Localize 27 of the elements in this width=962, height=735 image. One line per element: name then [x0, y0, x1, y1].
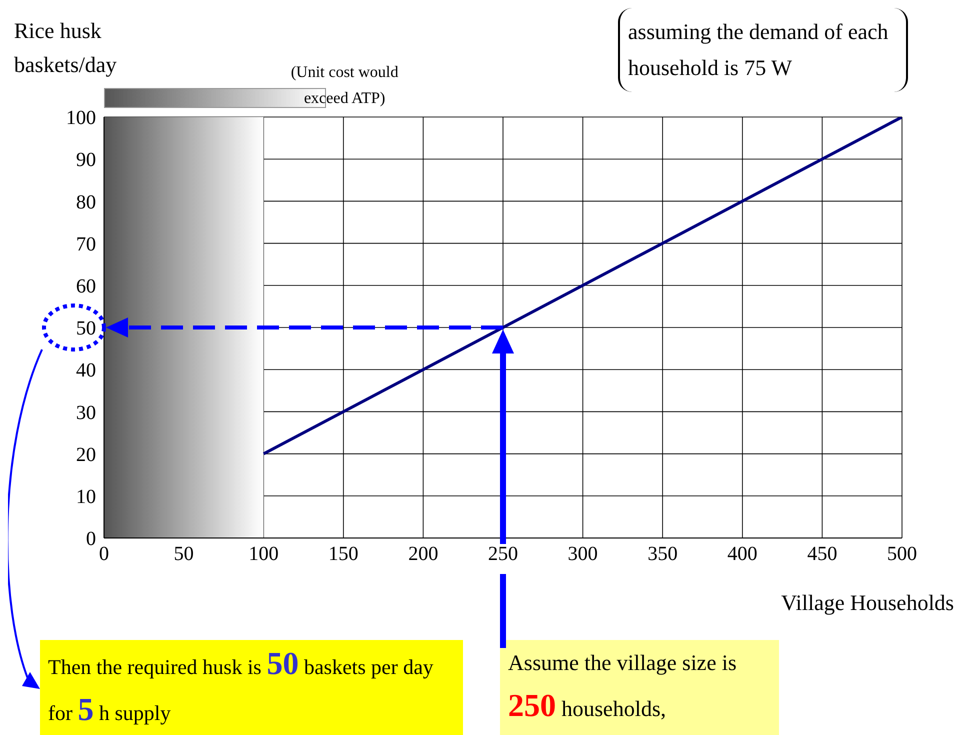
y-axis-title: Rice husk baskets/day	[14, 17, 118, 79]
y-tick-label: 0	[86, 528, 96, 550]
x-tick-label: 300	[568, 543, 598, 566]
x-tick-label: 250	[488, 543, 518, 566]
text: Assume the village size is 250 households,	[508, 650, 737, 723]
x-tick-label: 50	[174, 543, 194, 566]
bracket-outline: assuming the demand of each household is 75 W	[618, 8, 908, 92]
y-tick-label: 60	[76, 276, 96, 298]
x-axis-title: Village Households	[781, 590, 954, 616]
x-tick-label: 100	[248, 543, 279, 566]
x-tick-label: 500	[887, 543, 917, 566]
x-tick-label: 400	[727, 543, 758, 566]
x-tick-label: 350	[648, 543, 678, 566]
x-tick-label: 450	[807, 543, 838, 566]
y-tick-label: 20	[76, 444, 96, 466]
y-tick-label: 100	[66, 107, 96, 130]
y-tick-label: 90	[76, 149, 96, 172]
y-tick-label: 10	[76, 486, 96, 508]
y-tick-label: 40	[76, 360, 96, 382]
y-tick-label: 30	[76, 402, 96, 424]
x-tick-label: 150	[328, 543, 358, 566]
band-label: (Unit cost would exceed ATP)	[290, 63, 400, 109]
x-tick-label: 200	[408, 543, 438, 566]
text: Then the required husk is 50 baskets per day for 5 h supply	[48, 645, 434, 727]
y-tick-label: 50	[76, 318, 96, 340]
y-tick-label: 70	[76, 233, 96, 256]
y-tick-label: 80	[76, 191, 96, 214]
